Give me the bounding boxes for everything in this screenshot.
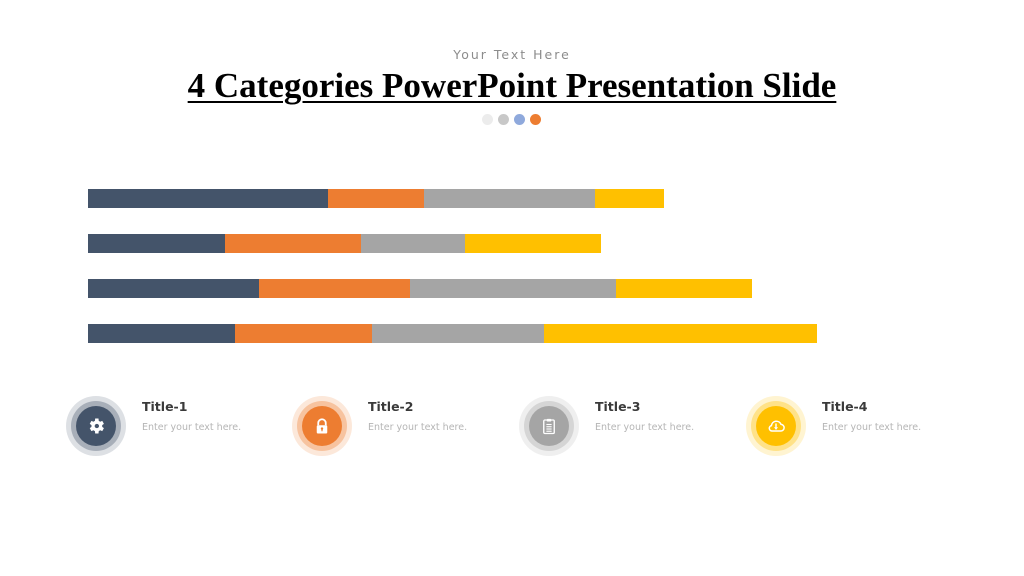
gear-icon [89,418,104,434]
bar-segment-title-2 [235,324,372,343]
legend-title-2: Title-2 [368,399,414,414]
legend-badge-3 [519,396,579,456]
legend-title-1: Title-1 [142,399,188,414]
legend-badge-4 [746,396,806,456]
legend-badge-2 [292,396,352,456]
bar-segment-title-2 [328,189,424,208]
legend-title-3: Title-3 [595,399,641,414]
legend-item-2: Title-2 Enter your text here. [292,396,512,458]
legend-badge-1 [66,396,126,456]
clipboard-icon [543,418,555,435]
bar-segment-title-2 [225,234,361,253]
bar-row-2 [88,234,601,253]
dot-4 [530,114,541,125]
bar-row-1 [88,189,664,208]
bar-segment-title-4 [595,189,664,208]
legend-item-3: Title-3 Enter your text here. [519,396,739,458]
bar-segment-title-3 [372,324,544,343]
bar-segment-title-3 [410,279,616,298]
slide-subtitle: Your Text Here [453,47,571,62]
dot-1 [482,114,493,125]
decorative-dots [482,114,541,125]
cloud-download-icon [768,420,785,432]
bar-segment-title-1 [88,324,235,343]
bar-segment-title-4 [465,234,601,253]
dot-2 [498,114,509,125]
lock-icon [316,418,328,434]
bar-segment-title-3 [424,189,595,208]
slide-title: 4 Categories PowerPoint Presentation Sli… [187,66,837,105]
legend-desc-1: Enter your text here. [142,422,242,433]
bar-row-3 [88,279,752,298]
legend-desc-3: Enter your text here. [595,422,695,433]
legend-title-4: Title-4 [822,399,868,414]
bar-segment-title-1 [88,279,259,298]
dot-3 [514,114,525,125]
bar-segment-title-4 [616,279,752,298]
bar-segment-title-1 [88,234,225,253]
legend-desc-4: Enter your text here. [822,422,922,433]
bar-segment-title-1 [88,189,328,208]
legend-item-4: Title-4 Enter your text here. [746,396,966,458]
legend-desc-2: Enter your text here. [368,422,468,433]
bar-segment-title-2 [259,279,410,298]
bar-row-4 [88,324,817,343]
legend-item-1: Title-1 Enter your text here. [66,396,286,458]
bar-segment-title-4 [544,324,817,343]
bar-segment-title-3 [361,234,465,253]
